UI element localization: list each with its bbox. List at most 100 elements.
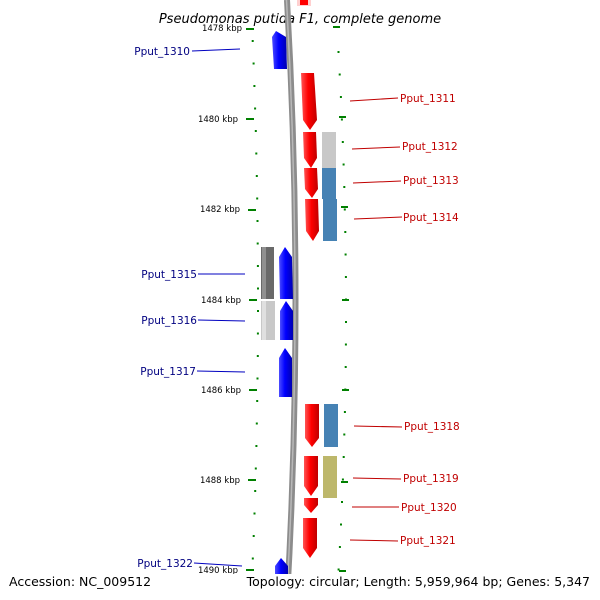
ruler-ticks-inner [250, 40, 259, 582]
minor-tick [344, 276, 347, 278]
outer-major-ticks [333, 26, 349, 572]
minor-tick [256, 355, 259, 357]
ruler-label-1490: 1490 kbp [198, 566, 254, 576]
footer-background [0, 574, 600, 600]
minor-tick [251, 557, 254, 560]
label-pput-1321[interactable]: Pput_1321 [400, 535, 456, 547]
minor-tick [341, 501, 343, 503]
minor-tick [337, 51, 340, 53]
label-pput-1312[interactable]: Pput_1312 [402, 141, 458, 153]
major-tick [249, 389, 257, 391]
minor-tick [252, 535, 255, 537]
minor-tick [256, 400, 259, 402]
ruler-label-1478: 1478 kbp [200, 23, 254, 34]
minor-tick [341, 141, 344, 143]
gene-pput-1321[interactable] [303, 518, 317, 558]
forward-gene-labels: Pput_1311 Pput_1312 Pput_1313 Pput_1314 … [349, 93, 460, 547]
gene-pput-1311[interactable] [301, 73, 317, 130]
minor-tick [343, 186, 346, 188]
ruler-label-1480: 1480 kbp [198, 115, 254, 125]
ruler-label-text: 1482 kbp [200, 205, 240, 215]
cog-box-pput-1313 [322, 168, 336, 199]
major-tick [248, 479, 256, 481]
minor-tick [255, 152, 258, 155]
gene-pput-1315[interactable] [279, 247, 293, 299]
ruler-label-text: 1490 kbp [198, 566, 238, 576]
minor-tick [255, 422, 258, 425]
ruler-label-1482: 1482 kbp [200, 205, 256, 215]
label-pput-1320[interactable]: Pput_1320 [401, 502, 457, 514]
major-tick [246, 118, 254, 120]
cog-box-pput-1312 [322, 132, 336, 168]
gene-pput-1319[interactable] [304, 456, 318, 496]
ruler-label-1484: 1484 kbp [201, 296, 257, 306]
label-pput-1318[interactable]: Pput_1318 [404, 421, 460, 433]
major-tick [249, 299, 257, 301]
minor-tick [251, 40, 254, 42]
forward-strand-genes[interactable] [301, 73, 319, 558]
minor-tick [253, 512, 256, 515]
backbone-highlight [285, 0, 296, 600]
label-pput-1313[interactable]: Pput_1313 [403, 175, 459, 187]
minor-tick [253, 85, 256, 87]
minor-tick [256, 242, 259, 245]
minor-tick [257, 287, 259, 290]
minor-tick [342, 163, 345, 166]
topology-text: Topology: circular; Length: 5,959,964 bp… [246, 574, 590, 589]
reverse-gene-labels: Pput_1310 Pput_1315 Pput_1316 Pput_1317 … [134, 46, 246, 570]
cog-box-pput-1314 [323, 199, 337, 241]
gene-top-partial [297, 0, 311, 6]
minor-tick [342, 456, 345, 458]
minor-tick [254, 107, 257, 110]
gene-pput-1312[interactable] [303, 132, 317, 168]
minor-tick [254, 467, 257, 470]
label-pput-1311[interactable]: Pput_1311 [400, 93, 456, 105]
minor-tick [343, 411, 346, 413]
gene-pput-1317[interactable] [279, 348, 292, 397]
minor-tick [338, 73, 341, 76]
label-pput-1316[interactable]: Pput_1316 [141, 315, 197, 327]
major-tick [248, 209, 256, 211]
minor-tick [254, 130, 257, 132]
minor-tick [343, 208, 346, 211]
minor-tick [341, 478, 344, 481]
minor-tick [344, 343, 347, 346]
major-tick [246, 28, 254, 30]
gene-pput-1320[interactable] [304, 498, 318, 513]
minor-tick [252, 62, 255, 65]
ruler-ticks-outer [336, 51, 347, 593]
minor-tick [256, 220, 259, 222]
label-pput-1322[interactable]: Pput_1322 [137, 558, 193, 570]
minor-tick [339, 96, 342, 98]
minor-tick [344, 366, 347, 368]
minor-tick [255, 445, 258, 447]
minor-tick [345, 321, 347, 323]
minor-tick [256, 197, 259, 200]
label-pput-1315[interactable]: Pput_1315 [141, 269, 197, 281]
cog-box-pput-1319 [323, 456, 337, 498]
minor-tick [256, 377, 259, 380]
minor-tick [344, 253, 347, 256]
forward-cog-boxes [322, 132, 338, 498]
gene-pput-1310[interactable] [272, 31, 287, 69]
reverse-cog-boxes [261, 247, 275, 340]
minor-tick [340, 118, 343, 121]
ruler-label-text: 1484 kbp [201, 296, 241, 306]
label-pput-1310[interactable]: Pput_1310 [134, 46, 190, 58]
label-pput-1314[interactable]: Pput_1314 [403, 212, 459, 224]
gene-pput-1313[interactable] [304, 168, 318, 198]
label-pput-1319[interactable]: Pput_1319 [403, 473, 459, 485]
gene-pput-1316[interactable] [280, 301, 293, 340]
ruler-label-text: 1480 kbp [198, 115, 238, 125]
minor-tick [256, 332, 259, 335]
minor-tick [344, 231, 347, 233]
ruler-label-text: 1488 kbp [200, 476, 240, 486]
gene-pput-1314[interactable] [305, 199, 319, 241]
ruler-labels: 1478 kbp 1480 kbp 1482 kbp 1484 kbp 1486… [198, 23, 257, 576]
minor-tick [343, 433, 346, 436]
minor-tick [255, 175, 258, 177]
gene-pput-1318[interactable] [305, 404, 319, 447]
reverse-strand-genes [272, 31, 293, 600]
label-pput-1317[interactable]: Pput_1317 [140, 366, 196, 378]
